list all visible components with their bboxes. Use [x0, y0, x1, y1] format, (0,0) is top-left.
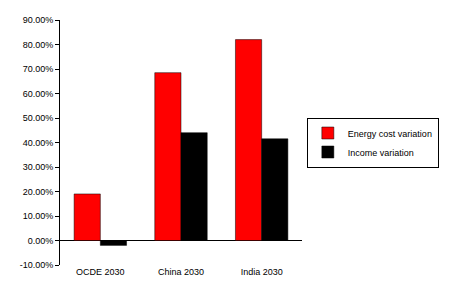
svg-text:40.00%: 40.00%	[23, 138, 54, 148]
svg-text:-10.00%: -10.00%	[20, 260, 54, 270]
svg-text:10.00%: 10.00%	[23, 211, 54, 221]
svg-text:India 2030: India 2030	[241, 267, 283, 277]
svg-text:0.00%: 0.00%	[28, 236, 54, 246]
svg-text:70.00%: 70.00%	[23, 64, 54, 74]
svg-text:80.00%: 80.00%	[23, 40, 54, 50]
svg-text:50.00%: 50.00%	[23, 113, 54, 123]
svg-text:90.00%: 90.00%	[23, 15, 54, 25]
svg-text:China 2030: China 2030	[158, 267, 204, 277]
svg-text:Income variation: Income variation	[348, 148, 414, 158]
svg-text:30.00%: 30.00%	[23, 162, 54, 172]
svg-text:Energy cost variation: Energy cost variation	[348, 129, 432, 139]
svg-text:20.00%: 20.00%	[23, 187, 54, 197]
svg-text:60.00%: 60.00%	[23, 89, 54, 99]
svg-text:OCDE 2030: OCDE 2030	[76, 267, 125, 277]
